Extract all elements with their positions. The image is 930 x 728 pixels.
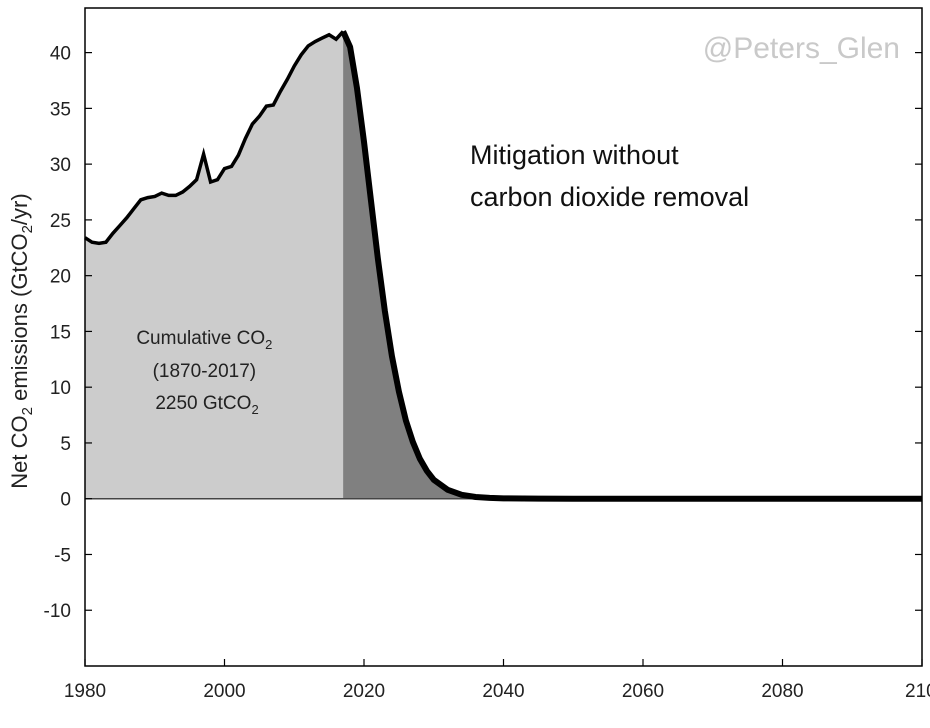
y-tick-label: -5 <box>54 545 71 566</box>
historical-area <box>85 31 344 499</box>
y-tick-label: 5 <box>60 434 71 455</box>
x-tick-label: 2060 <box>622 681 664 702</box>
y-axis-ticks: -10 -5 0 5 10 15 20 25 30 35 40 <box>44 44 922 622</box>
annotation-line-3: 2250 GtCO2 <box>155 393 258 417</box>
chart-title: Mitigation without carbon dioxide remova… <box>470 140 749 212</box>
watermark: @Peters_Glen <box>703 32 900 65</box>
y-tick-label: 0 <box>60 490 71 511</box>
y-tick-label: 40 <box>50 44 71 65</box>
x-tick-label: 2000 <box>203 681 245 702</box>
emissions-line <box>340 30 922 502</box>
x-tick-label: 2040 <box>482 681 524 702</box>
annotation-line-2: (1870-2017) <box>153 361 257 382</box>
y-tick-label: 10 <box>50 378 71 399</box>
annotation-line-1: Cumulative CO2 <box>136 328 277 354</box>
chart-title-line-1: Mitigation without <box>470 140 679 170</box>
future-area <box>343 31 923 499</box>
y-tick-label: 35 <box>50 99 71 120</box>
y-tick-label: 15 <box>50 322 71 343</box>
y-tick-label: 20 <box>50 267 71 288</box>
x-tick-label: 210 <box>905 681 930 702</box>
y-tick-label: 30 <box>50 155 71 176</box>
x-tick-label: 1980 <box>64 681 106 702</box>
x-tick-label: 2020 <box>343 681 385 702</box>
x-tick-label: 2080 <box>761 681 803 702</box>
y-axis-label: Net CO2 emissions (GtCO2/yr) <box>7 193 36 488</box>
y-tick-label: 25 <box>50 211 71 232</box>
chart-title-line-2: carbon dioxide removal <box>470 182 749 212</box>
cumulative-annotation: Cumulative CO2 (1870-2017) 2250 GtCO2 <box>136 328 277 417</box>
area-fills <box>85 31 923 499</box>
y-tick-label: -10 <box>44 601 71 622</box>
historical-line <box>84 30 345 246</box>
x-axis-ticks: 1980 2000 2020 2040 2060 2080 210 <box>64 659 930 702</box>
